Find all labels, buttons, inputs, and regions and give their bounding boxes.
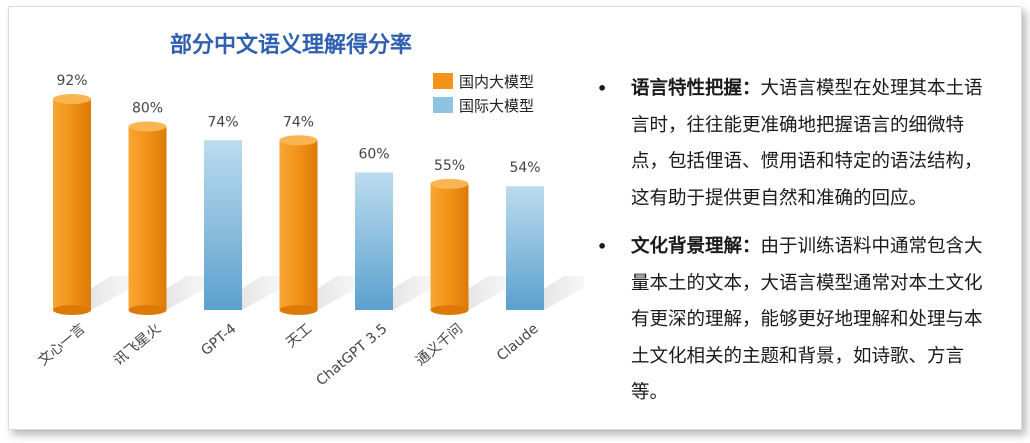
bar <box>430 183 469 310</box>
x-tick-label: 天工 <box>283 321 315 351</box>
bar <box>204 140 242 310</box>
bar <box>279 140 318 310</box>
x-tick-label: Claude <box>494 321 542 365</box>
legend-label-domestic: 国内大模型 <box>459 73 534 91</box>
bar-base <box>279 305 318 315</box>
value-label: 74% <box>207 114 238 130</box>
bar-cap <box>128 121 167 132</box>
bar-base <box>128 305 167 315</box>
value-label: 74% <box>283 114 314 130</box>
bar-base <box>430 305 469 315</box>
bar-chart: 部分中文语义理解得分率 国内大模型 国际大模型 92% 80% 74% 74% 60% 5… <box>35 32 584 389</box>
x-tick-label: 文心一言 <box>35 321 88 369</box>
value-label: 55% <box>434 158 465 174</box>
value-label: 80% <box>132 101 163 117</box>
bullet-text: 大语言模型在处理其本土语言时，往往能更准确地把握语言的细微特点，包括俚语、惯用语… <box>631 78 983 209</box>
x-tick-label: ChatGPT 3.5 <box>313 321 390 389</box>
chart-legend: 国内大模型 国际大模型 <box>433 73 534 115</box>
value-label: 92% <box>56 73 87 89</box>
value-label: 54% <box>509 160 540 176</box>
bar <box>506 186 544 310</box>
bar-cap <box>430 178 469 189</box>
bar-base <box>53 305 91 315</box>
chart-title: 部分中文语义理解得分率 <box>170 32 412 58</box>
bullet-lead: 文化背景理解： <box>631 236 761 257</box>
x-tick-label: 通义千问 <box>413 321 466 369</box>
bar <box>53 99 91 310</box>
bullet-marker: • <box>597 79 608 98</box>
legend-label-international: 国际大模型 <box>459 97 534 115</box>
bullet-item-culture: • 文化背景理解：由于训练语料中通常包含大量本土的文本，大语言模型通常对本土文化… <box>597 229 997 412</box>
bars <box>53 94 544 315</box>
bar-cap <box>53 94 91 104</box>
x-tick-label: 讯飞星火 <box>111 321 164 369</box>
bar <box>355 172 393 310</box>
x-tick-label: GPT-4 <box>198 321 239 359</box>
legend-swatch-domestic <box>433 73 453 89</box>
bar-cap <box>279 135 318 146</box>
bullet-marker: • <box>597 237 608 256</box>
bar <box>128 126 167 311</box>
value-labels: 92% 80% 74% 74% 60% 55% 54% <box>56 73 540 176</box>
bullet-list: • 语言特性把握：大语言模型在处理其本土语言时，往往能更准确地把握语言的细微特点… <box>597 71 997 424</box>
bullet-item-language: • 语言特性把握：大语言模型在处理其本土语言时，往往能更准确地把握语言的细微特点… <box>597 71 997 217</box>
value-label: 60% <box>358 146 389 162</box>
bullet-text: 由于训练语料中通常包含大量本土的文本，大语言模型通常对本土文化有更深的理解，能够… <box>631 236 983 403</box>
slide-card: 部分中文语义理解得分率 国内大模型 国际大模型 92% 80% 74% 74% 60% 5… <box>8 6 1022 430</box>
legend-swatch-international <box>433 97 453 113</box>
bullet-lead: 语言特性把握： <box>631 78 761 99</box>
